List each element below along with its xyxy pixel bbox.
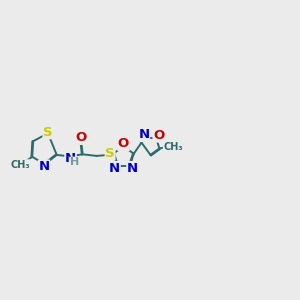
Text: O: O bbox=[76, 131, 87, 144]
Text: CH₃: CH₃ bbox=[163, 142, 183, 152]
Text: O: O bbox=[153, 129, 164, 142]
Text: CH₃: CH₃ bbox=[11, 160, 30, 170]
Text: N: N bbox=[65, 152, 76, 165]
Text: O: O bbox=[118, 137, 129, 150]
Text: N: N bbox=[38, 160, 50, 173]
Text: H: H bbox=[70, 157, 79, 167]
Text: N: N bbox=[127, 162, 138, 175]
Text: S: S bbox=[105, 147, 115, 160]
Text: S: S bbox=[43, 126, 53, 139]
Text: N: N bbox=[138, 128, 149, 141]
Text: N: N bbox=[109, 162, 120, 175]
